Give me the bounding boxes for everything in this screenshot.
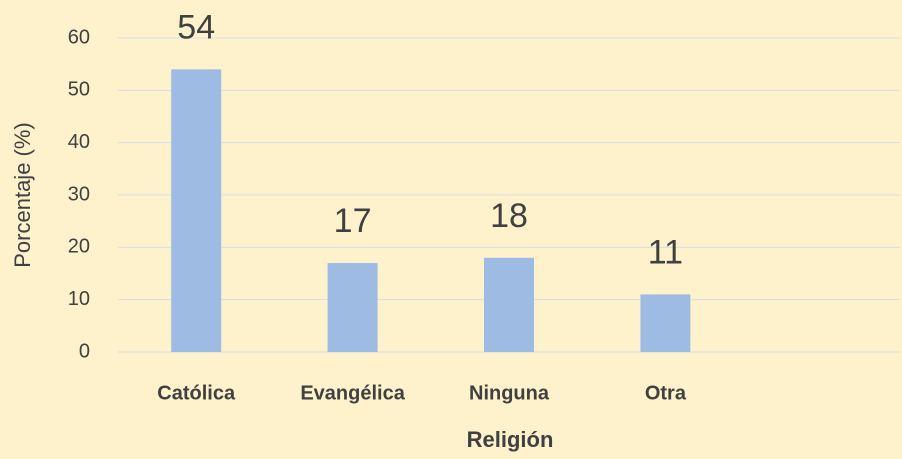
y-tick-label: 50: [68, 79, 90, 101]
x-tick-label: Otra: [645, 382, 687, 404]
x-tick-label: Evangélica: [300, 382, 405, 404]
data-label: 54: [177, 8, 215, 46]
y-tick-label: 0: [79, 340, 90, 362]
y-tick-label: 60: [68, 26, 90, 48]
bar: [640, 294, 691, 352]
x-tick-label: Ninguna: [469, 382, 550, 404]
x-axis-title: Religión: [467, 427, 554, 452]
y-axis-title: Porcentaje (%): [10, 122, 35, 268]
y-tick-label: 30: [68, 183, 90, 205]
data-label: 18: [490, 197, 528, 235]
y-tick-label: 20: [68, 236, 90, 258]
bar: [171, 69, 222, 353]
data-label: 11: [648, 233, 683, 271]
x-tick-label: Católica: [157, 382, 236, 404]
bar: [327, 263, 378, 352]
y-tick-label: 10: [68, 288, 90, 310]
data-label: 17: [334, 202, 372, 240]
bar: [484, 257, 534, 352]
y-tick-label: 40: [68, 131, 90, 153]
